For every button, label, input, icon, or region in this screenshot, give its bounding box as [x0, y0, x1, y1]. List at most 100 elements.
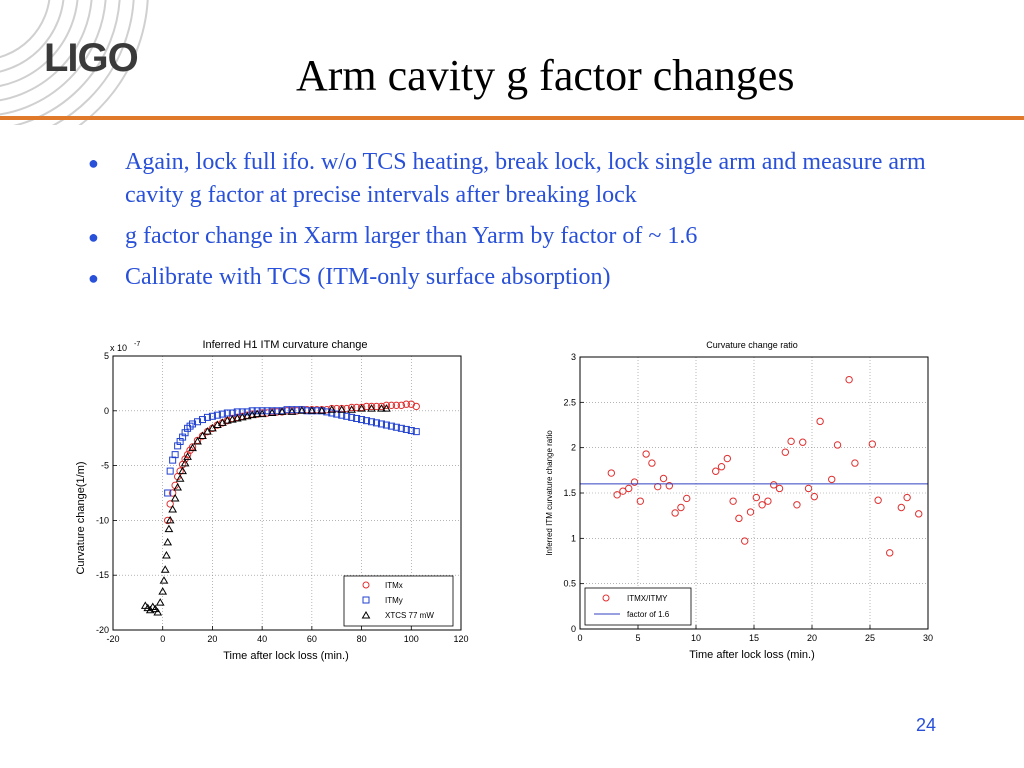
x-tick-label: 20 [807, 633, 817, 643]
data-point-circle [412, 402, 420, 411]
legend-label: ITMX/ITMY [627, 594, 668, 603]
data-point-triangle [297, 406, 307, 414]
x-axis-label: Time after lock loss (min.) [223, 650, 349, 662]
y-tick-label: 1.5 [563, 488, 576, 498]
bullet-dot-icon: ● [88, 153, 99, 173]
legend-label: ITMy [385, 596, 403, 605]
y-tick-label: 0 [571, 624, 576, 634]
data-point-triangle [237, 412, 247, 421]
data-point-circle [897, 503, 906, 512]
data-point-triangle [163, 537, 173, 546]
data-point-square [181, 429, 189, 437]
data-point-circle [729, 497, 737, 505]
data-point-square [358, 416, 366, 424]
y-tick-label: 5 [104, 351, 109, 361]
x-tick-label: 25 [865, 633, 875, 643]
data-point-circle [764, 497, 772, 505]
title-divider [0, 116, 1024, 120]
curvature-change-chart: Inferred H1 ITM curvature change x 10 -7… [68, 326, 478, 668]
y-axis-label: Inferred ITM curvature change ratio [545, 430, 554, 556]
data-point-circle [407, 400, 415, 408]
data-point-square [171, 451, 179, 459]
data-point-square [198, 416, 206, 424]
data-point-square [328, 409, 336, 417]
data-point-square [166, 467, 174, 475]
data-point-triangle [168, 504, 178, 513]
data-point-triangle [178, 466, 187, 475]
data-point-circle [828, 475, 836, 484]
data-point-square [397, 424, 405, 432]
data-point-square [392, 423, 400, 431]
data-point-square [176, 437, 184, 445]
data-point-circle [397, 401, 406, 410]
data-point-square [348, 413, 356, 421]
data-point-square [174, 442, 182, 450]
data-point-triangle [153, 607, 163, 616]
data-point-circle [915, 510, 923, 518]
y-tick-label: 3 [571, 352, 576, 362]
data-point-triangle [160, 565, 170, 573]
data-point-circle [613, 491, 621, 499]
data-point-circle [804, 484, 813, 493]
data-point-square [248, 407, 256, 415]
legend-label: XTCS 77 mW [385, 611, 434, 620]
bullet-dot-icon: ● [88, 227, 99, 247]
data-point-circle [665, 482, 674, 490]
data-point-square [189, 420, 197, 428]
data-point-square [218, 410, 226, 418]
data-point-square [353, 414, 361, 422]
x-tick-label: 40 [257, 634, 267, 644]
data-point-square [194, 418, 202, 426]
y-axis-label: Curvature change(1/m) [75, 461, 87, 574]
data-point-triangle [193, 436, 202, 445]
data-point-circle [659, 474, 668, 483]
data-point-circle [833, 441, 842, 449]
legend-triangle-icon [361, 611, 371, 619]
data-point-circle [851, 459, 859, 467]
y-tick-label: 2.5 [563, 397, 576, 407]
data-point-square [387, 422, 395, 430]
bullet-dot-icon: ● [88, 268, 99, 288]
data-point-triangle [257, 409, 267, 418]
data-point-triangle [183, 452, 192, 460]
x-tick-label: 10 [691, 633, 701, 643]
x-tick-label: -20 [106, 634, 119, 644]
x-tick-label: 100 [404, 634, 419, 644]
data-point-triangle [164, 524, 174, 533]
data-point-triangle [252, 409, 262, 418]
x-tick-label: 0 [160, 634, 165, 644]
data-point-triangle [367, 404, 376, 412]
data-point-circle [886, 549, 894, 557]
data-point-circle [781, 448, 790, 456]
data-point-circle [347, 403, 356, 412]
data-point-circle [903, 493, 911, 502]
data-point-square [186, 422, 194, 430]
data-point-square [169, 456, 177, 464]
data-point-square [203, 413, 211, 421]
data-point-square [208, 412, 216, 420]
data-point-circle [717, 463, 726, 471]
chart-legend: ITMx ITMy XTCS 77 mW [343, 575, 454, 627]
data-point-circle [712, 467, 720, 475]
data-point-square [179, 433, 187, 441]
x-tick-label: 120 [453, 634, 468, 644]
data-point-triangle [170, 493, 180, 502]
data-point-square [333, 410, 341, 418]
data-point-square [412, 428, 420, 436]
data-point-circle [845, 375, 853, 384]
plot-frame [579, 356, 929, 630]
page-number: 24 [915, 715, 936, 735]
data-point-circle [362, 402, 371, 411]
data-point-triangle [173, 483, 182, 491]
data-point-triangle [317, 406, 327, 414]
data-point-triangle [377, 404, 386, 412]
data-point-circle [810, 492, 819, 501]
bullet-item: ● Calibrate with TCS (ITM-only surface a… [88, 261, 948, 294]
data-point-triangle [150, 604, 160, 613]
data-point-triangle [337, 405, 347, 413]
bullet-text: g factor change in Xarm larger than Yarm… [125, 223, 698, 249]
chart-title: Curvature change ratio [706, 340, 798, 350]
data-point-circle [636, 497, 645, 505]
x-tick-label: 0 [577, 633, 582, 643]
data-point-circle [630, 478, 639, 486]
